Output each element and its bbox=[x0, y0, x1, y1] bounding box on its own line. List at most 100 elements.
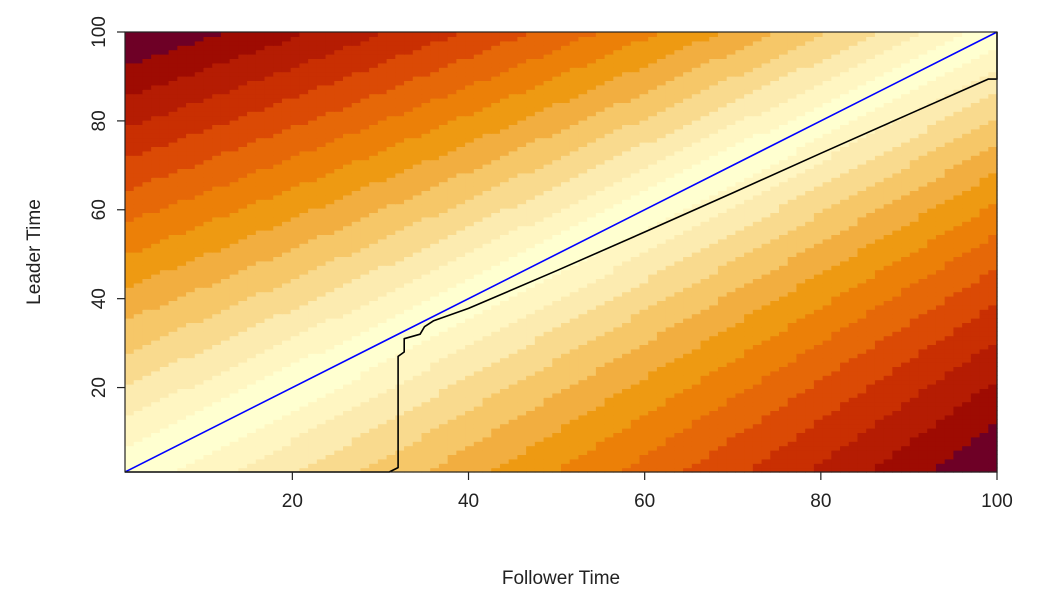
heatmap-cell bbox=[787, 454, 798, 460]
heatmap-cell bbox=[831, 265, 841, 271]
heatmap-cell bbox=[709, 331, 719, 337]
heatmap-cell bbox=[377, 252, 388, 257]
heatmap-cell bbox=[944, 313, 954, 319]
heatmap-cell bbox=[177, 348, 187, 354]
heatmap-cell bbox=[587, 326, 597, 332]
heatmap-cell bbox=[578, 357, 588, 363]
heatmap-cell bbox=[752, 397, 763, 403]
heatmap-cell bbox=[604, 313, 614, 319]
heatmap-cell bbox=[465, 366, 475, 372]
heatmap-cell bbox=[927, 252, 937, 257]
heatmap-cell bbox=[988, 309, 998, 315]
heatmap-cell bbox=[630, 274, 641, 279]
heatmap-cell bbox=[595, 423, 606, 429]
heatmap-cell bbox=[779, 340, 789, 345]
heatmap-cell bbox=[935, 419, 946, 425]
heatmap-cell bbox=[587, 366, 597, 372]
heatmap-cell bbox=[604, 300, 614, 306]
heatmap-cell bbox=[622, 397, 632, 403]
heatmap-cell bbox=[648, 384, 658, 389]
heatmap-cell bbox=[892, 313, 902, 319]
heatmap-cell bbox=[918, 326, 928, 332]
heatmap-cell bbox=[456, 401, 466, 407]
heatmap-cell bbox=[255, 454, 266, 460]
heatmap-cell bbox=[534, 445, 545, 451]
heatmap-cell bbox=[125, 291, 135, 297]
heatmap-cell bbox=[979, 379, 989, 385]
heatmap-cell bbox=[177, 463, 187, 469]
heatmap-cell bbox=[700, 370, 710, 376]
heatmap-cell bbox=[892, 348, 902, 354]
heatmap-cell bbox=[848, 419, 859, 425]
heatmap-cell bbox=[517, 278, 527, 284]
heatmap-cell bbox=[316, 423, 327, 429]
heatmap-cell bbox=[630, 322, 641, 328]
heatmap-cell bbox=[334, 348, 344, 354]
heatmap-cell bbox=[273, 428, 283, 433]
heatmap-cell bbox=[604, 260, 614, 266]
heatmap-cell bbox=[203, 313, 213, 319]
heatmap-cell bbox=[927, 467, 937, 473]
heatmap-cell bbox=[508, 278, 518, 284]
heatmap-cell bbox=[587, 410, 597, 416]
heatmap-cell bbox=[334, 441, 344, 447]
heatmap-cell bbox=[604, 423, 614, 429]
heatmap-cell bbox=[752, 375, 763, 381]
heatmap-cell bbox=[247, 269, 257, 275]
heatmap-cell bbox=[534, 419, 545, 425]
heatmap-cell bbox=[840, 260, 850, 266]
heatmap-cell bbox=[909, 419, 920, 425]
heatmap-cell bbox=[927, 379, 937, 385]
heatmap-cell bbox=[578, 269, 588, 275]
heatmap-cell bbox=[316, 410, 327, 416]
heatmap-cell bbox=[186, 441, 196, 447]
heatmap-cell bbox=[578, 419, 588, 425]
heatmap-cell bbox=[944, 309, 954, 315]
heatmap-cell bbox=[325, 331, 335, 337]
heatmap-cell bbox=[857, 410, 867, 416]
heatmap-cell bbox=[142, 335, 152, 341]
heatmap-cell bbox=[133, 313, 144, 319]
heatmap-cell bbox=[229, 300, 239, 306]
heatmap-cell bbox=[508, 256, 518, 262]
heatmap-cell bbox=[813, 379, 824, 385]
heatmap-cell bbox=[944, 379, 954, 385]
heatmap-cell bbox=[630, 344, 641, 350]
heatmap-cell bbox=[744, 454, 754, 460]
heatmap-cell bbox=[430, 287, 440, 293]
heatmap-cell bbox=[351, 348, 362, 354]
heatmap-cell bbox=[883, 366, 893, 372]
heatmap-cell bbox=[979, 300, 989, 306]
heatmap-cell bbox=[412, 375, 423, 381]
heatmap-cell bbox=[779, 282, 789, 288]
heatmap-cell bbox=[822, 366, 832, 372]
heatmap-cell bbox=[656, 401, 667, 407]
heatmap-cell bbox=[491, 375, 501, 381]
heatmap-cell bbox=[944, 441, 954, 447]
heatmap-cell bbox=[386, 322, 396, 328]
heatmap-cell bbox=[142, 401, 152, 407]
heatmap-cell bbox=[473, 428, 484, 433]
heatmap-cell bbox=[700, 397, 710, 403]
heatmap-cell bbox=[255, 353, 266, 359]
heatmap-cell bbox=[761, 379, 771, 385]
heatmap-cell bbox=[805, 392, 815, 398]
heatmap-cell bbox=[735, 414, 745, 420]
heatmap-cell bbox=[133, 384, 144, 389]
heatmap-cell bbox=[717, 274, 728, 279]
heatmap-cell bbox=[316, 326, 327, 332]
heatmap-cell bbox=[465, 392, 475, 398]
heatmap-cell bbox=[796, 379, 806, 385]
heatmap-cell bbox=[264, 353, 274, 359]
heatmap-cell bbox=[796, 397, 806, 403]
heatmap-cell bbox=[944, 256, 954, 262]
heatmap-cell bbox=[648, 282, 658, 288]
heatmap-cell bbox=[918, 419, 928, 425]
heatmap-cell bbox=[552, 436, 562, 442]
heatmap-cell bbox=[578, 353, 588, 359]
heatmap-cell bbox=[726, 309, 736, 315]
heatmap-cell bbox=[639, 401, 649, 407]
heatmap-cell bbox=[299, 436, 309, 442]
heatmap-cell bbox=[543, 344, 553, 350]
heatmap-cell bbox=[857, 260, 867, 266]
